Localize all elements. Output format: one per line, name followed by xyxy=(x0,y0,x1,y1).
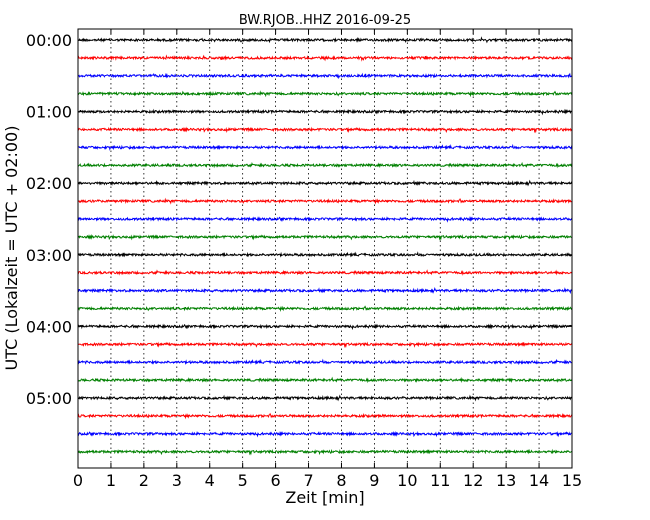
x-tick-label: 14 xyxy=(529,471,549,490)
x-tick-label: 13 xyxy=(496,471,516,490)
x-tick-label: 10 xyxy=(397,471,417,490)
grid-lines xyxy=(110,29,540,468)
chart-title: BW.RJOB..HHZ 2016-09-25 xyxy=(239,13,411,28)
y-tick-label: 01:00 xyxy=(26,103,72,122)
y-tick-label: 00:00 xyxy=(26,31,72,50)
x-axis-ticks: 0 1 2 3 4 5 6 7 8 9 10 11 12 13 14 15 xyxy=(73,29,582,490)
trace-line xyxy=(77,394,573,402)
x-tick-label: 3 xyxy=(172,471,182,490)
y-tick-label: 03:00 xyxy=(26,246,72,265)
trace-line xyxy=(77,430,573,438)
trace-line xyxy=(77,412,573,420)
x-tick-label: 9 xyxy=(369,471,379,490)
y-tick-label: 04:00 xyxy=(26,317,72,336)
y-axis-label: UTC (Lokalzeit = UTC + 02:00) xyxy=(2,126,21,371)
y-tick-label: 02:00 xyxy=(26,174,72,193)
x-tick-label: 4 xyxy=(205,471,215,490)
trace-line xyxy=(77,36,573,44)
plot-frame xyxy=(77,28,573,469)
trace-line xyxy=(78,143,573,151)
trace-line xyxy=(77,376,573,384)
x-tick-label: 2 xyxy=(139,471,149,490)
y-axis-ticks: 00:00 01:00 02:00 03:00 04:00 05:00 xyxy=(26,31,572,408)
trace-line xyxy=(77,269,573,276)
x-tick-label: 11 xyxy=(430,471,450,490)
trace-line xyxy=(77,126,573,134)
x-tick-label: 12 xyxy=(463,471,483,490)
trace-line xyxy=(77,161,573,169)
trace-line xyxy=(77,341,573,349)
trace-line xyxy=(77,216,573,223)
trace-line xyxy=(77,448,573,456)
trace-line xyxy=(77,72,573,80)
trace-line xyxy=(77,108,573,116)
trace-lines xyxy=(77,36,573,456)
trace-line xyxy=(77,358,573,366)
x-tick-label: 8 xyxy=(336,471,346,490)
trace-line xyxy=(77,251,573,258)
trace-line xyxy=(77,287,573,295)
trace-line xyxy=(77,179,573,187)
x-tick-label: 1 xyxy=(106,471,116,490)
x-tick-label: 5 xyxy=(238,471,248,490)
trace-line xyxy=(77,90,573,98)
x-tick-label: 7 xyxy=(303,471,313,490)
x-tick-label: 15 xyxy=(562,471,582,490)
x-axis-label: Zeit [min] xyxy=(285,488,364,507)
x-tick-label: 6 xyxy=(271,471,281,490)
trace-line xyxy=(77,323,573,331)
trace-line xyxy=(77,54,573,62)
trace-line xyxy=(77,197,573,205)
y-tick-label: 05:00 xyxy=(26,389,72,408)
trace-line xyxy=(77,305,573,312)
trace-line xyxy=(77,233,573,241)
x-tick-label: 0 xyxy=(73,471,83,490)
